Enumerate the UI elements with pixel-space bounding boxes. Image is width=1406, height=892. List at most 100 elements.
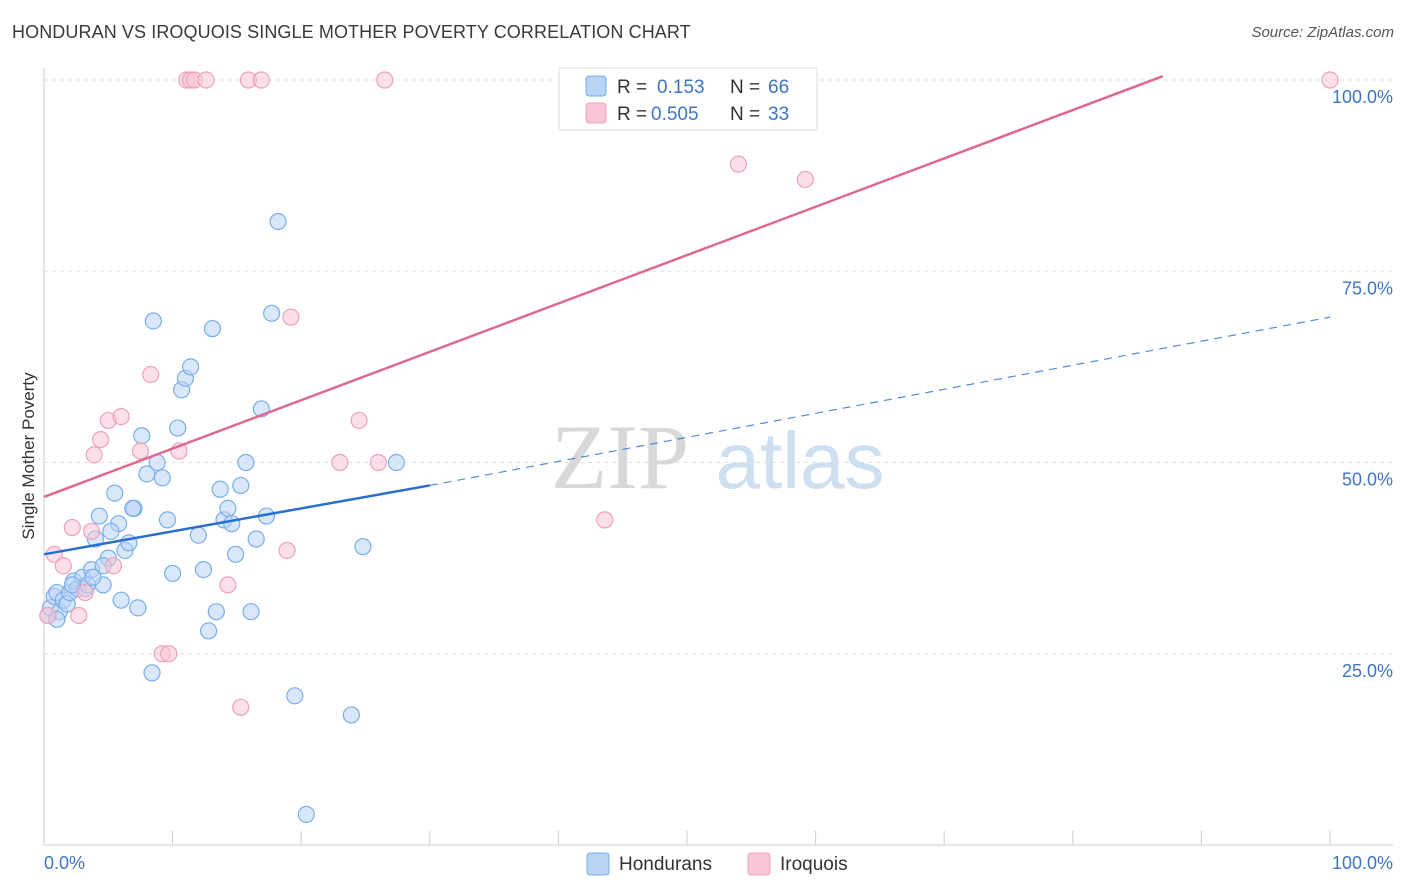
- point-iroquois-32: [729, 155, 748, 173]
- point-iroquois-29: [369, 453, 387, 472]
- point-hondurans-56: [342, 706, 360, 724]
- y-tick-label-25: 25.0%: [1342, 661, 1393, 681]
- tick-labels: 0.0% 100.0% 25.0% 50.0% 75.0% 100.0%: [44, 87, 1393, 873]
- legend-n-value-iroquois: 33: [768, 104, 789, 125]
- legend-n-label-hondurans: N =: [730, 77, 760, 98]
- legend-r-label-hondurans: R =: [617, 77, 647, 98]
- point-hondurans-36: [189, 526, 207, 544]
- point-hondurans-59: [63, 576, 81, 594]
- point-hondurans-18: [106, 484, 124, 502]
- series-iroquois: [39, 71, 1339, 716]
- point-hondurans-30: [158, 511, 177, 529]
- point-iroquois-30: [376, 71, 394, 89]
- legend-n-value-hondurans: 66: [768, 77, 789, 98]
- legend-top: R = 0.153 N = 66 R = 0.505 N = 33: [558, 67, 818, 131]
- point-hondurans-24: [129, 599, 147, 617]
- point-iroquois-26: [282, 308, 300, 326]
- point-hondurans-32: [169, 419, 187, 437]
- bottom-legend-label-iroquois: Iroquois: [780, 854, 848, 875]
- watermark-zip: ZIP: [551, 406, 689, 508]
- point-iroquois-21: [219, 576, 237, 594]
- watermark: ZIP atlas: [551, 406, 884, 508]
- trend-line-iroquois: [43, 75, 1164, 499]
- point-iroquois-15: [160, 645, 178, 663]
- point-iroquois-6: [82, 522, 101, 540]
- point-hondurans-40: [207, 603, 225, 621]
- x-tick-label-100: 100.0%: [1332, 853, 1393, 873]
- point-hondurans-25: [133, 427, 151, 445]
- point-hondurans-55: [297, 805, 315, 824]
- point-iroquois-34: [1321, 71, 1339, 89]
- axes: [43, 68, 1393, 846]
- y-tick-label-100: 100.0%: [1332, 87, 1393, 107]
- point-hondurans-38: [200, 622, 218, 640]
- chart-title: HONDURAN VS IROQUOIS SINGLE MOTHER POVER…: [12, 22, 691, 42]
- gridlines: [44, 79, 1393, 655]
- legend-r-label-iroquois: R =: [617, 104, 647, 125]
- watermark-atlas: atlas: [716, 416, 885, 505]
- point-hondurans-57: [354, 538, 372, 556]
- point-hondurans-48: [242, 603, 260, 621]
- point-iroquois-25: [278, 541, 296, 560]
- data-points: [39, 71, 1339, 824]
- trend-line-extension-hondurans: [429, 316, 1331, 487]
- point-iroquois-8: [91, 430, 110, 449]
- point-hondurans-62: [84, 568, 102, 586]
- point-iroquois-2: [54, 557, 72, 575]
- point-iroquois-28: [350, 411, 368, 430]
- trend-lines: [43, 75, 1331, 556]
- point-iroquois-4: [70, 606, 88, 625]
- point-hondurans-49: [247, 530, 265, 548]
- point-hondurans-35: [182, 358, 200, 376]
- bottom-legend-swatch-hondurans: [586, 852, 610, 876]
- point-iroquois-3: [63, 518, 81, 537]
- point-hondurans-47: [237, 453, 255, 472]
- point-iroquois-11: [112, 408, 130, 426]
- point-hondurans-46: [232, 476, 250, 495]
- point-iroquois-7: [85, 446, 103, 464]
- point-hondurans-52: [263, 304, 281, 322]
- bottom-legend-label-hondurans: Hondurans: [619, 854, 712, 875]
- point-iroquois-13: [142, 365, 160, 384]
- point-iroquois-0: [39, 606, 57, 625]
- legend-r-value-hondurans: 0.153: [657, 77, 705, 98]
- legend-n-label-iroquois: N =: [730, 104, 760, 125]
- legend-r-value-iroquois: 0.505: [651, 104, 699, 125]
- point-hondurans-44: [223, 515, 241, 533]
- point-hondurans-29: [153, 469, 171, 487]
- point-hondurans-58: [387, 453, 405, 472]
- point-hondurans-64: [124, 499, 142, 517]
- x-tick-label-0: 0.0%: [44, 853, 85, 873]
- point-hondurans-54: [286, 687, 304, 705]
- chart-source: Source: ZipAtlas.com: [1251, 24, 1394, 41]
- point-iroquois-20: [197, 71, 215, 89]
- point-iroquois-12: [131, 442, 150, 460]
- legend-swatch-hondurans: [585, 75, 607, 97]
- y-axis-title: Single Mother Poverty: [19, 372, 38, 540]
- point-hondurans-20: [112, 591, 130, 609]
- point-iroquois-5: [76, 583, 94, 602]
- point-iroquois-27: [331, 453, 349, 472]
- point-hondurans-63: [144, 312, 162, 330]
- point-hondurans-41: [211, 480, 229, 498]
- point-iroquois-22: [232, 698, 250, 716]
- point-hondurans-31: [164, 564, 182, 583]
- series-hondurans: [39, 212, 405, 824]
- point-hondurans-60: [102, 522, 120, 540]
- point-hondurans-39: [203, 320, 222, 338]
- legend-bottom: Hondurans Iroquois: [586, 852, 848, 876]
- point-hondurans-53: [269, 212, 287, 231]
- point-iroquois-31: [596, 511, 614, 529]
- point-hondurans-15: [90, 507, 108, 525]
- point-iroquois-24: [252, 71, 270, 89]
- point-hondurans-37: [194, 560, 213, 579]
- point-iroquois-33: [796, 170, 814, 189]
- point-hondurans-43: [219, 499, 237, 517]
- trend-line-hondurans: [43, 484, 431, 556]
- point-hondurans-27: [143, 664, 161, 682]
- y-tick-label-50: 50.0%: [1342, 470, 1393, 490]
- legend-swatch-iroquois: [585, 102, 607, 124]
- bottom-legend-swatch-iroquois: [747, 852, 771, 876]
- point-iroquois-10: [104, 557, 123, 575]
